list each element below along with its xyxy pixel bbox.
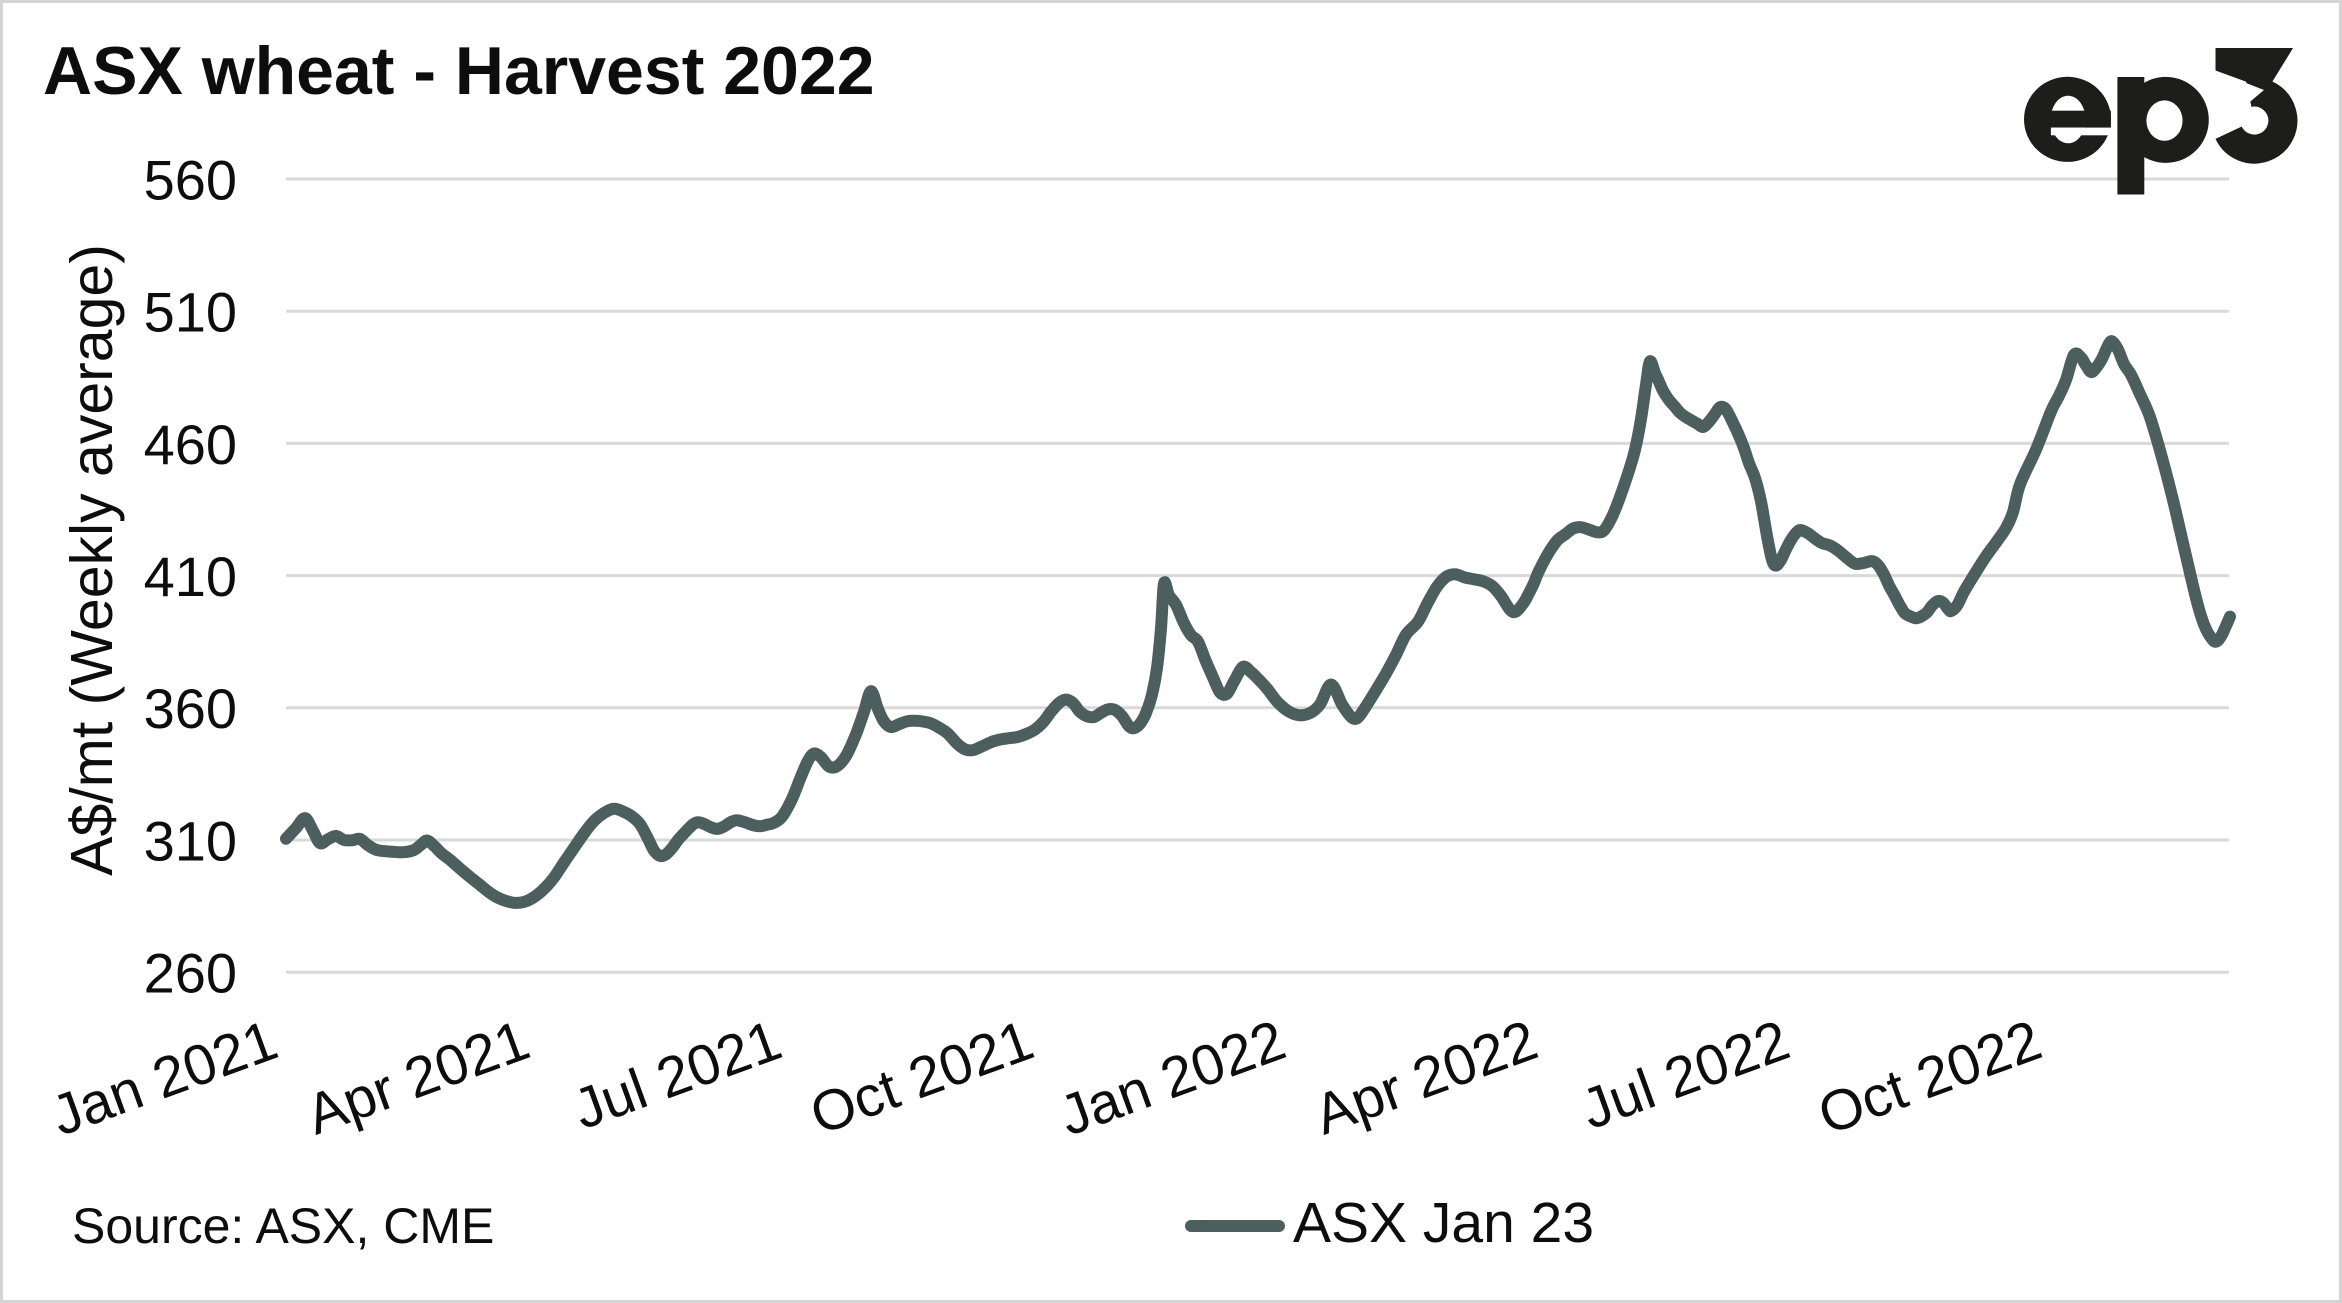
svg-text:310: 310: [144, 809, 237, 872]
svg-text:ASX Jan 23: ASX Jan 23: [1293, 1191, 1594, 1255]
svg-text:560: 560: [144, 148, 237, 211]
svg-text:510: 510: [144, 281, 237, 344]
svg-text:ASX wheat - Harvest 2022: ASX wheat - Harvest 2022: [43, 33, 875, 109]
svg-text:260: 260: [144, 942, 237, 1005]
svg-text:460: 460: [144, 413, 237, 476]
svg-text:Source: ASX, CME: Source: ASX, CME: [72, 1198, 494, 1254]
svg-text:360: 360: [144, 677, 237, 740]
svg-text:410: 410: [144, 545, 237, 608]
svg-text:A$/mt (Weekly average): A$/mt (Weekly average): [59, 244, 125, 876]
